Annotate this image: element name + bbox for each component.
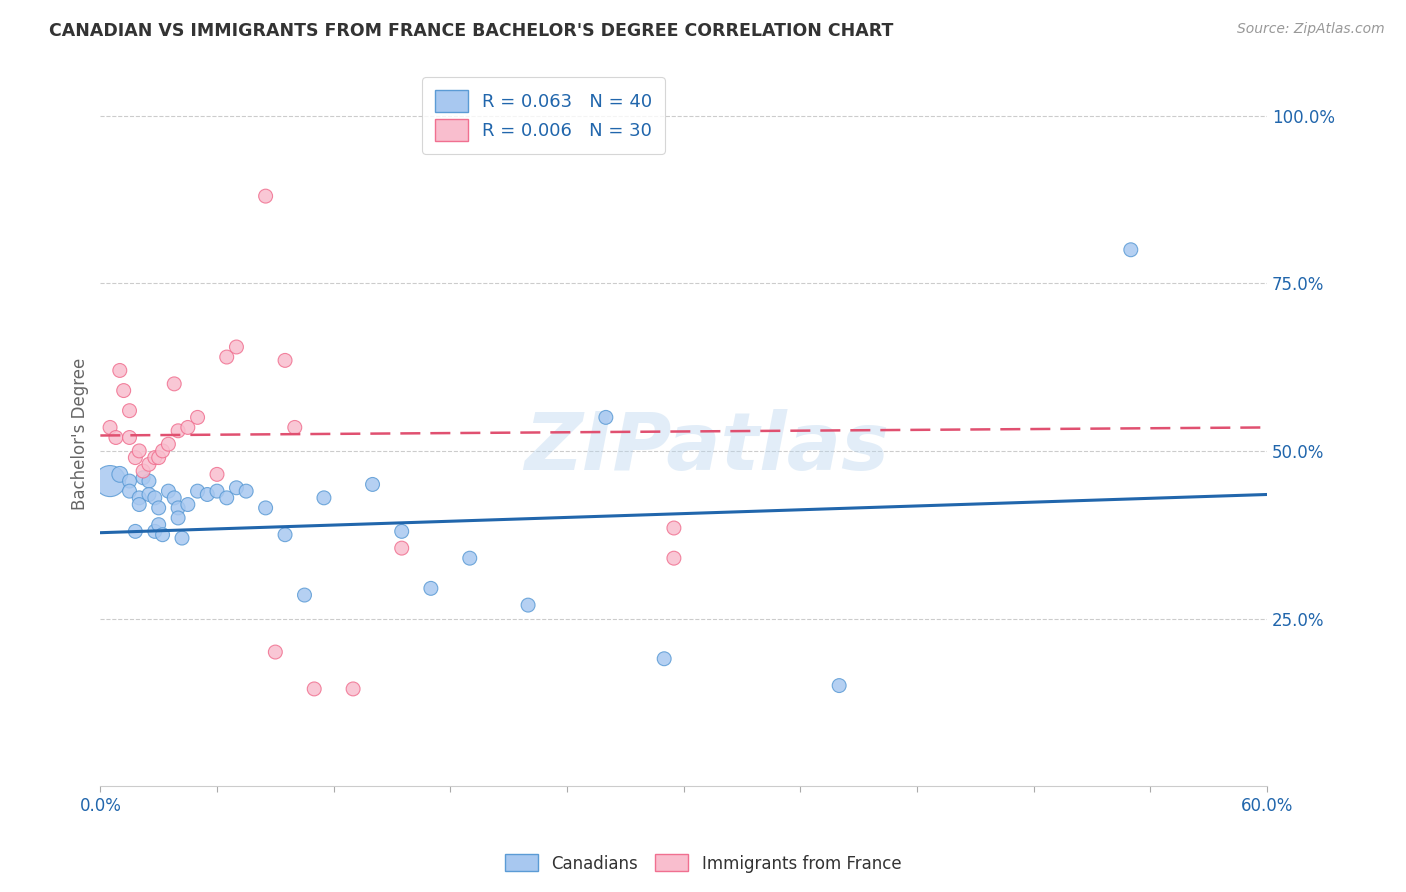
Point xyxy=(187,410,209,425)
Point xyxy=(148,500,170,515)
Y-axis label: Bachelor's Degree: Bachelor's Degree xyxy=(72,358,89,510)
Point xyxy=(342,681,364,696)
Point xyxy=(128,491,150,505)
Text: CANADIAN VS IMMIGRANTS FROM FRANCE BACHELOR'S DEGREE CORRELATION CHART: CANADIAN VS IMMIGRANTS FROM FRANCE BACHE… xyxy=(49,22,894,40)
Point xyxy=(167,424,190,438)
Text: Source: ZipAtlas.com: Source: ZipAtlas.com xyxy=(1237,22,1385,37)
Point xyxy=(215,350,238,364)
Point xyxy=(284,420,307,434)
Point xyxy=(143,491,166,505)
Point xyxy=(98,420,121,434)
Point xyxy=(138,474,160,488)
Point xyxy=(195,487,218,501)
Point xyxy=(167,500,190,515)
Point xyxy=(157,437,180,451)
Point xyxy=(143,524,166,539)
Point xyxy=(391,524,413,539)
Point xyxy=(128,444,150,458)
Point xyxy=(302,681,325,696)
Point xyxy=(148,450,170,465)
Point xyxy=(124,524,146,539)
Point xyxy=(152,527,174,541)
Point xyxy=(254,189,277,203)
Point xyxy=(1119,243,1142,257)
Legend: R = 0.063   N = 40, R = 0.006   N = 30: R = 0.063 N = 40, R = 0.006 N = 30 xyxy=(422,77,665,153)
Point xyxy=(163,376,186,391)
Point xyxy=(235,484,257,499)
Point xyxy=(225,340,247,354)
Point xyxy=(215,491,238,505)
Point xyxy=(112,384,135,398)
Point xyxy=(361,477,384,491)
Point xyxy=(108,363,131,377)
Point xyxy=(152,444,174,458)
Point xyxy=(517,598,540,612)
Point xyxy=(595,410,617,425)
Point xyxy=(274,353,297,368)
Point xyxy=(157,484,180,499)
Point xyxy=(128,498,150,512)
Point xyxy=(163,491,186,505)
Point xyxy=(148,517,170,532)
Point xyxy=(118,484,141,499)
Point xyxy=(652,652,675,666)
Point xyxy=(108,467,131,482)
Point xyxy=(662,521,685,535)
Point xyxy=(177,498,200,512)
Point xyxy=(143,450,166,465)
Point xyxy=(98,474,121,488)
Point xyxy=(177,420,200,434)
Point xyxy=(828,679,851,693)
Point xyxy=(187,484,209,499)
Point xyxy=(254,500,277,515)
Point xyxy=(170,531,193,545)
Point xyxy=(662,551,685,566)
Point xyxy=(118,403,141,417)
Point xyxy=(312,491,335,505)
Point xyxy=(118,474,141,488)
Point xyxy=(205,484,228,499)
Point xyxy=(274,527,297,541)
Point xyxy=(167,511,190,525)
Legend: Canadians, Immigrants from France: Canadians, Immigrants from France xyxy=(498,847,908,880)
Point xyxy=(419,582,441,596)
Point xyxy=(118,430,141,444)
Point xyxy=(205,467,228,482)
Point xyxy=(264,645,287,659)
Point xyxy=(104,430,127,444)
Point xyxy=(294,588,316,602)
Point xyxy=(391,541,413,555)
Point xyxy=(138,458,160,472)
Point xyxy=(138,487,160,501)
Point xyxy=(132,464,155,478)
Point xyxy=(458,551,481,566)
Point xyxy=(132,471,155,485)
Text: ZIPatlas: ZIPatlas xyxy=(524,409,890,487)
Point xyxy=(225,481,247,495)
Point xyxy=(124,450,146,465)
